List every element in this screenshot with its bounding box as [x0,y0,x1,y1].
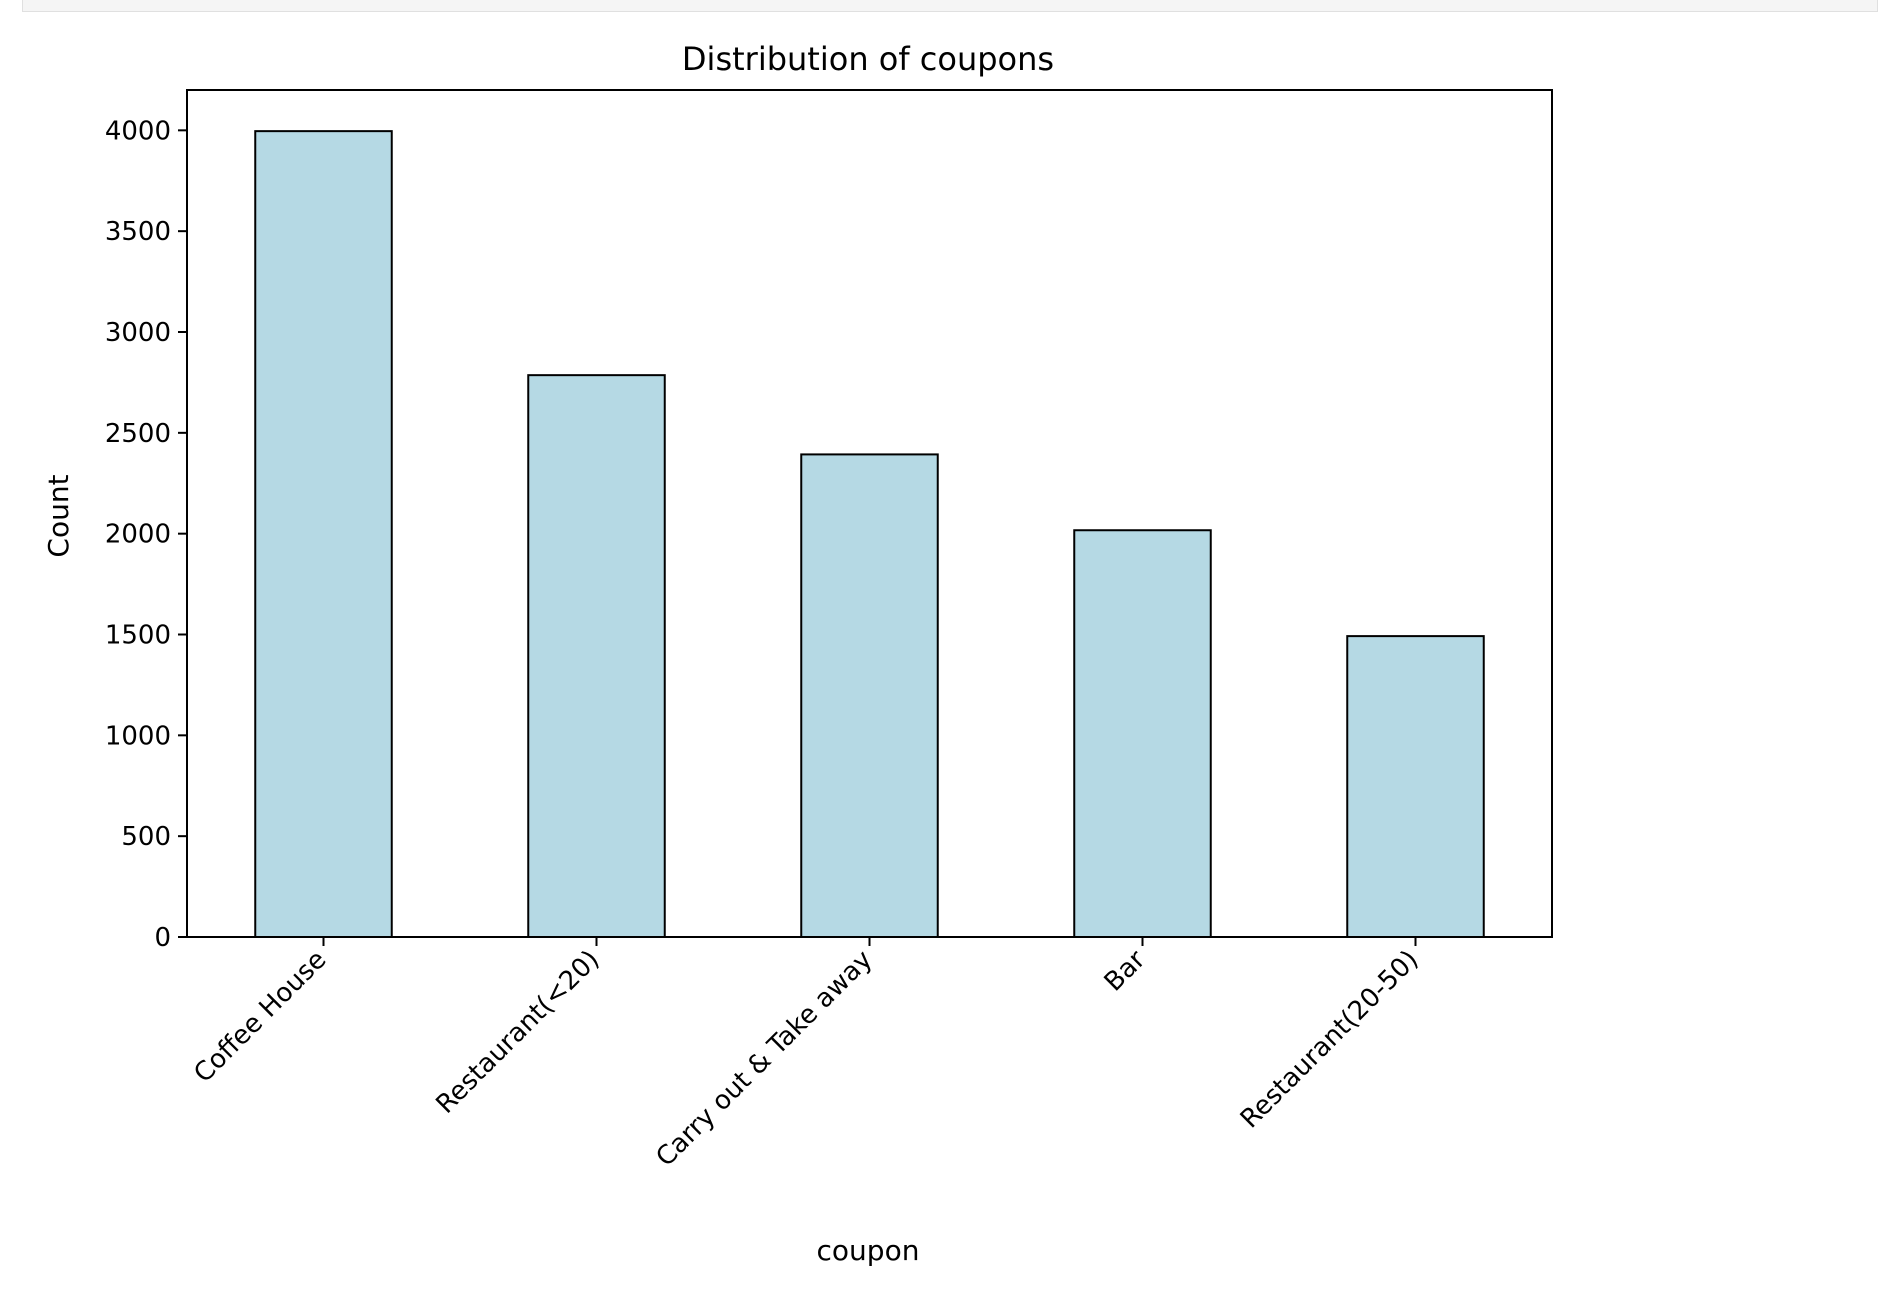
y-tick-label: 500 [121,822,171,852]
x-tick-label: Coffee House [188,945,332,1089]
x-tick-label: Carry out & Take away [650,945,878,1173]
x-tick-label: Restaurant(<20) [430,945,605,1120]
y-tick-label: 1000 [105,721,171,751]
y-tick-label: 3000 [105,318,171,348]
y-tick-label: 4000 [105,116,171,146]
x-tick-label: Restaurant(20-50) [1235,945,1425,1135]
bar-4 [1346,635,1485,938]
x-tick-label: Bar [1099,945,1152,998]
bars-group [254,130,1485,938]
bar-2 [800,453,939,938]
x-axis-label: coupon [817,1234,920,1267]
bar-3 [1073,529,1212,938]
bar-1 [527,374,666,938]
y-ticks-group: 0 500 1000 1500 2000 2500 3000 3500 4000 [105,116,187,953]
y-tick-label: 3500 [105,217,171,247]
y-tick-label: 2500 [105,419,171,449]
bar-0 [254,130,393,938]
x-ticks-group: Coffee House Restaurant(<20) Carry out & T… [188,937,1424,1173]
y-axis-label: Count [42,474,75,557]
plot-area-frame [186,89,1553,938]
chart-title: Distribution of coupons [682,40,1054,78]
y-tick-label: 1500 [105,621,171,651]
y-tick-label: 2000 [105,520,171,550]
y-tick-label: 0 [154,923,171,953]
